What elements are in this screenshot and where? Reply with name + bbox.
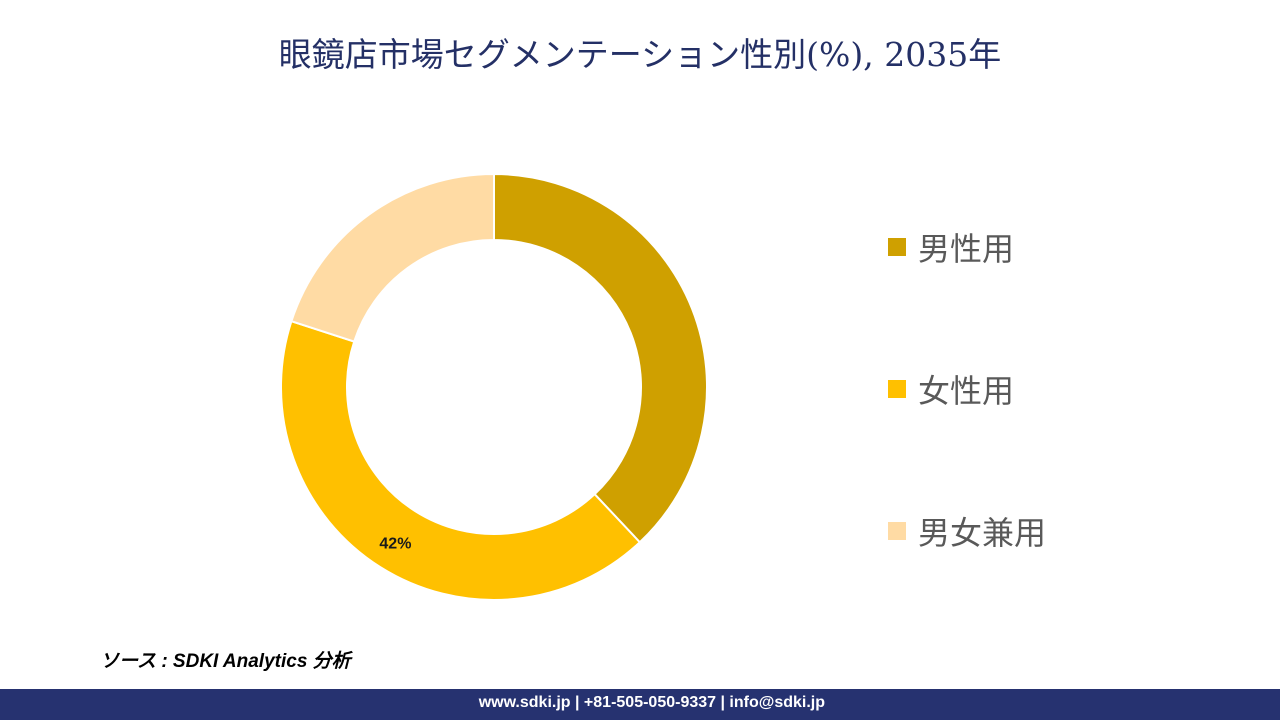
legend-label: 男女兼用 (918, 514, 1047, 552)
donut-slice-2 (290, 172, 495, 343)
source-note: ソース : SDKI Analytics 分析 (100, 651, 351, 672)
legend-swatch (888, 522, 906, 540)
legend-item-male: 男性用 (888, 224, 1014, 270)
legend-swatch (888, 238, 906, 256)
data-label-1: 42% (379, 535, 411, 552)
chart-title: 眼鏡店市場セグメンテーション性別(%), 2035年 (278, 35, 1002, 74)
legend-label: 女性用 (918, 372, 1015, 410)
legend-label: 男性用 (918, 230, 1015, 268)
legend-item-female: 女性用 (888, 366, 1014, 412)
footer-contact: www.sdki.jp | +81-505-050-9337 | info@sd… (478, 694, 825, 711)
donut-slice-0 (493, 172, 708, 544)
footer-bar: www.sdki.jp | +81-505-050-9337 | info@sd… (0, 689, 1280, 720)
donut-slice-1 (280, 319, 642, 601)
legend-swatch (888, 380, 906, 398)
legend-item-unisex: 男女兼用 (888, 508, 1046, 554)
